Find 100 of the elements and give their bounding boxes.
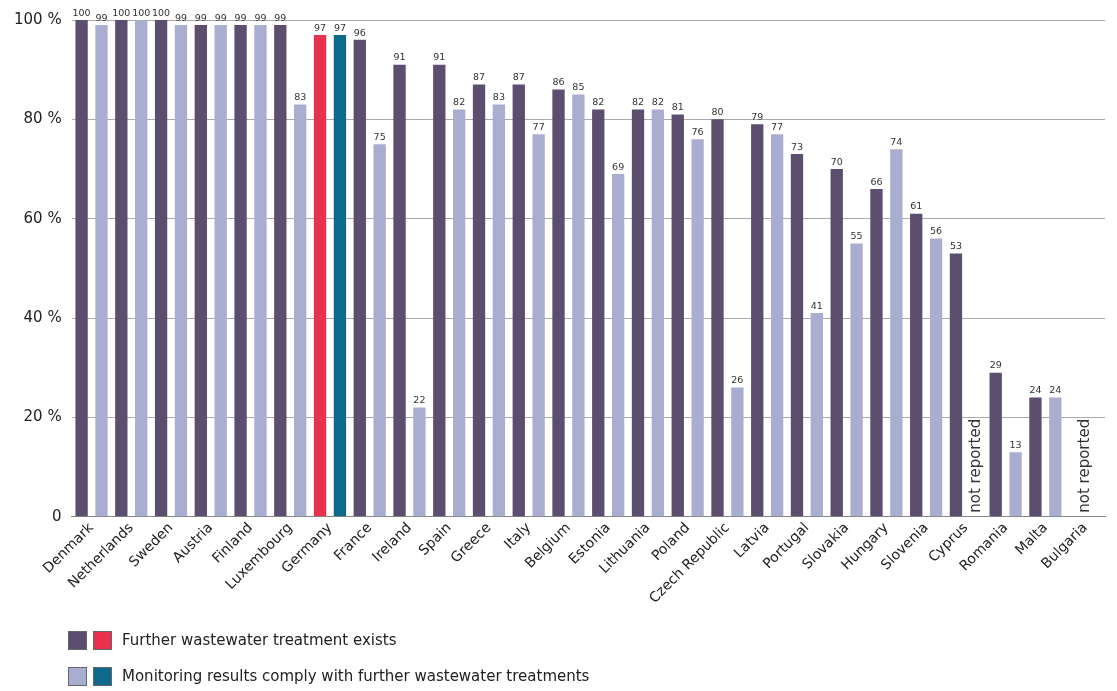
bar: [135, 20, 148, 517]
y-tick-label: 0: [52, 506, 62, 525]
data-label: 73: [790, 140, 804, 152]
bar: [75, 20, 88, 517]
bar: [671, 114, 684, 517]
annotation: not reported: [965, 418, 984, 513]
bar: [95, 24, 108, 517]
data-label: 75: [373, 130, 386, 142]
data-label: 99: [174, 11, 187, 23]
data-label: 100: [132, 6, 151, 18]
data-label: 87: [472, 71, 486, 83]
bar: [890, 149, 903, 517]
bar: [532, 134, 545, 517]
bar: [790, 154, 804, 517]
bar: [631, 109, 645, 517]
bar: [373, 144, 386, 517]
data-label: 26: [731, 374, 744, 386]
data-label: 82: [631, 96, 645, 108]
y-tick-label: 60 %: [23, 208, 62, 227]
data-label: 86: [552, 76, 565, 88]
data-label: 81: [671, 101, 684, 113]
data-label: 82: [453, 96, 466, 108]
data-label: 74: [890, 135, 903, 147]
bar: [512, 84, 525, 517]
data-label: 82: [651, 96, 664, 108]
bar: [174, 24, 188, 517]
data-label: 99: [194, 11, 207, 23]
bar: [234, 24, 247, 517]
data-label: 24: [1049, 384, 1062, 396]
annotation: not reported: [1075, 418, 1094, 513]
bar: [492, 104, 506, 517]
bar: [910, 213, 923, 517]
data-label: 61: [910, 200, 923, 212]
bar: [850, 243, 863, 517]
bar: [214, 24, 227, 517]
bar: [115, 20, 128, 517]
data-label: 99: [214, 11, 227, 23]
data-label: 91: [393, 51, 406, 63]
data-label: 77: [771, 120, 784, 132]
bar: [611, 173, 625, 517]
bar: [194, 24, 207, 517]
data-label: 99: [274, 11, 287, 23]
bar: [254, 24, 267, 517]
data-label: 53: [949, 240, 963, 252]
data-label: 83: [492, 91, 505, 103]
data-label: 96: [353, 26, 366, 38]
data-label: 55: [850, 230, 863, 242]
bar: [313, 34, 327, 517]
y-tick-label: 80 %: [23, 109, 62, 128]
data-label: 70: [830, 155, 843, 167]
bar: [989, 372, 1002, 517]
bar: [1029, 397, 1042, 517]
data-label: 56: [930, 225, 943, 237]
bar: [651, 109, 665, 517]
data-label: 76: [691, 125, 704, 137]
data-label: 41: [810, 299, 823, 311]
data-label: 82: [592, 96, 605, 108]
data-label: 66: [870, 175, 883, 187]
y-tick-label: 20 %: [23, 407, 62, 426]
data-label: 99: [95, 11, 108, 23]
bar: [294, 104, 307, 517]
data-label: 80: [711, 106, 724, 118]
data-label: 100: [72, 6, 91, 18]
bar: [1009, 452, 1022, 517]
data-label: 99: [254, 11, 267, 23]
bar: [592, 109, 605, 517]
data-label: 91: [433, 51, 446, 63]
bar: [1049, 397, 1062, 517]
data-label: 85: [572, 81, 585, 93]
legend-label: Monitoring results comply with further wastewater treatments: [122, 667, 590, 685]
data-label: 77: [532, 120, 545, 132]
data-label: 22: [413, 394, 426, 406]
bar: [870, 188, 883, 517]
data-label: 79: [751, 111, 764, 123]
data-label: 29: [989, 359, 1002, 371]
bar: [810, 313, 824, 517]
bar: [731, 387, 744, 517]
data-label: 100: [112, 6, 131, 18]
bar: [929, 238, 943, 517]
legend-label: Further wastewater treatment exists: [122, 631, 397, 649]
bar: [751, 124, 764, 517]
bar: [830, 169, 843, 517]
bar: [413, 407, 426, 517]
bar: [691, 139, 704, 517]
bar: [552, 89, 565, 517]
y-tick-label: 40 %: [23, 307, 62, 326]
bar: [433, 64, 446, 517]
bar: [353, 39, 366, 517]
y-tick-label: 100 %: [14, 9, 62, 28]
data-label: 24: [1029, 384, 1042, 396]
data-label: 97: [314, 21, 327, 33]
data-label: 87: [512, 71, 525, 83]
bar: [770, 134, 784, 517]
bar: [472, 84, 486, 517]
data-label: 99: [234, 11, 247, 23]
bar: [711, 119, 724, 517]
data-label: 97: [333, 21, 346, 33]
data-label: 13: [1009, 438, 1022, 450]
data-label: 100: [152, 6, 171, 18]
bar: [274, 24, 287, 517]
